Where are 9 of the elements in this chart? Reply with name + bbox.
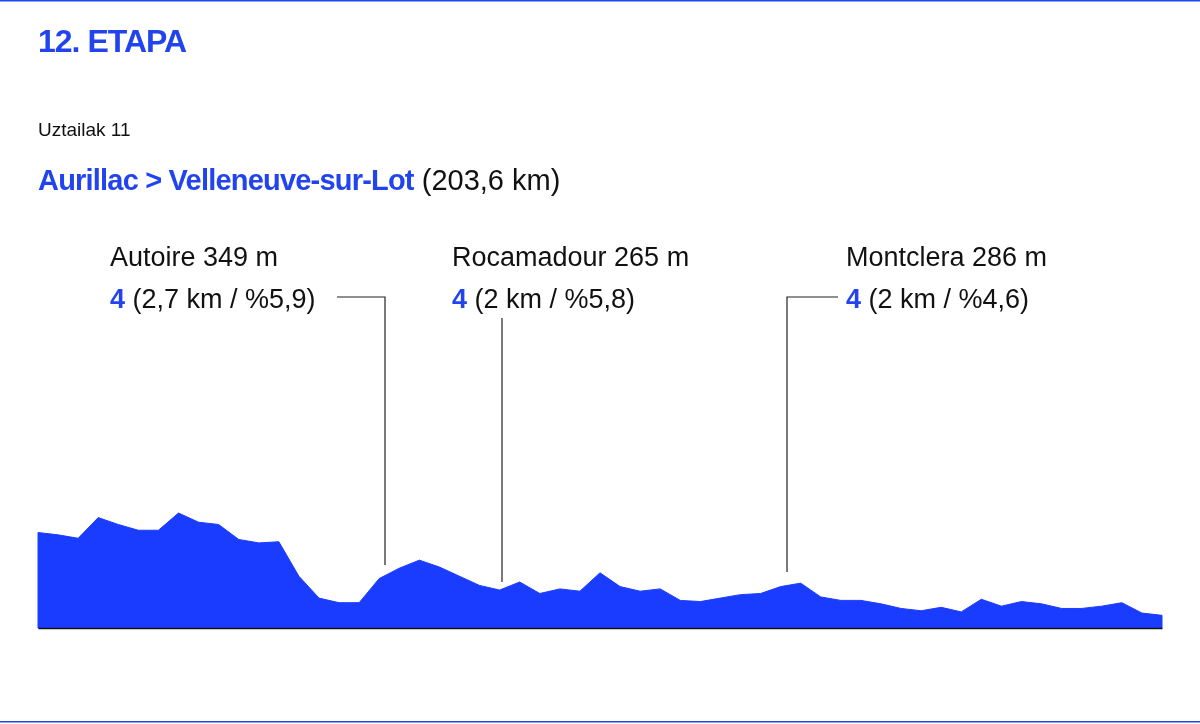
chart-subtitle: Uztailak 11 [38, 119, 131, 140]
text: Aurillac > Velleneuve-sur-Lot (203,6 km) [38, 164, 561, 196]
text: Montclera 286 m [846, 242, 1048, 272]
text: 4 (2 km / %4,6) [846, 284, 1030, 314]
text: Rocamadour 265 m [452, 242, 690, 272]
text: 4 (2,7 km / %5,9) [110, 284, 316, 314]
text: 4 (2 km / %5,8) [452, 284, 636, 314]
text: Autoire 349 m [110, 242, 279, 272]
chart-title: 12. ETAPA [38, 23, 187, 59]
